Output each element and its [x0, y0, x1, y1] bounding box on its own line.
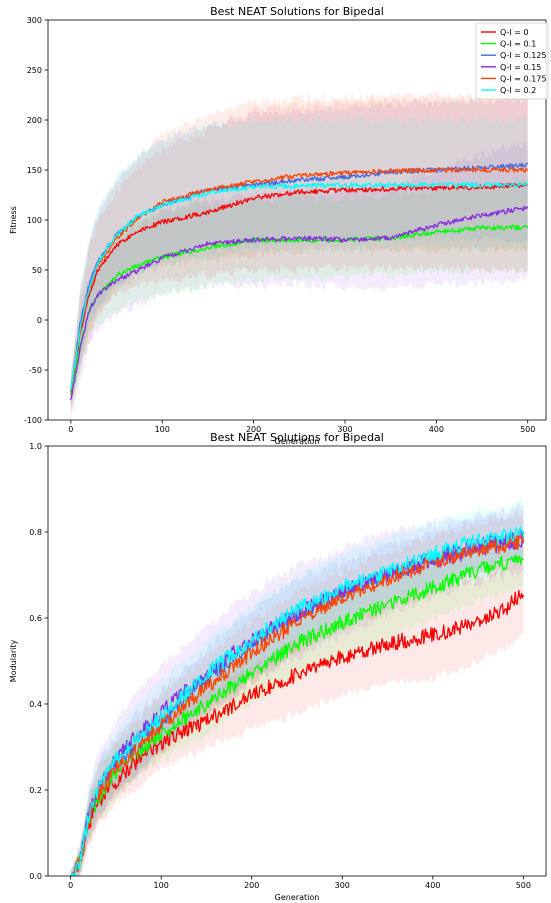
y-tick-label: 150: [27, 166, 42, 175]
y-axis-label: Fitness: [9, 206, 18, 234]
chart-title: Best NEAT Solutions for Bipedal: [210, 5, 384, 18]
series-4-band: [70, 141, 528, 418]
y-axis-label: Modularity: [9, 640, 18, 683]
y-tick-label: 0.8: [29, 528, 42, 537]
y-tick-label: 0.6: [29, 614, 42, 623]
series-line-q-i-0-15: [70, 205, 529, 401]
legend-entry: Q-I = 0.15: [500, 63, 541, 72]
plot-area: [70, 90, 529, 418]
x-tick-label: 100: [155, 425, 170, 434]
x-tick-label: 500: [520, 425, 535, 434]
x-tick-label: 0: [68, 425, 73, 434]
legend-entry: Q-I = 0.2: [500, 86, 536, 95]
x-tick-label: 300: [335, 881, 350, 890]
y-tick-label: 200: [27, 116, 42, 125]
y-tick-label: 50: [32, 266, 42, 275]
legend-entry: Q-I = 0.1: [500, 40, 536, 49]
x-tick-label: 200: [244, 881, 259, 890]
y-tick-label: 1.0: [29, 442, 42, 451]
plot-area: [70, 498, 525, 876]
x-tick-label: 300: [337, 425, 352, 434]
legend: Q-I = 0 Q-I = 0.1 Q-I = 0.125 Q-I = 0.15 Q-I…: [475, 22, 549, 100]
y-tick-label: 300: [27, 16, 42, 25]
series-3-band: [70, 509, 524, 876]
axes-frame: [47, 445, 547, 877]
series-2-line: [70, 554, 524, 876]
y-tick-label: -100: [24, 416, 42, 425]
chart-1: 0 100 200 300 400 500 -100 -50 0 50 100 150 200 250 30…: [9, 5, 549, 446]
x-tick-label: 400: [425, 881, 440, 890]
series-5-line: [70, 533, 525, 876]
series-line-q-i-0: [70, 182, 528, 396]
legend-entry: Q-I = 0: [500, 28, 529, 37]
chart-title: Best NEAT Solutions for Bipedal: [210, 431, 384, 444]
chart-2: 0 100 200 300 400 500 0.0 0.2 0.4 0.6 0.8 1.0 Best N…: [9, 431, 547, 902]
x-tick-label: 200: [246, 425, 261, 434]
y-tick-label: 250: [27, 66, 42, 75]
x-axis-label: Generation: [275, 893, 320, 902]
series-6-line: [70, 526, 525, 876]
series-1-band: [70, 95, 528, 413]
x-tick-label: 100: [154, 881, 169, 890]
legend-box: [475, 22, 549, 100]
y-tick-label: 0.2: [29, 786, 42, 795]
series-line-q-i-0-1: [70, 224, 529, 396]
legend-entry: Q-I = 0.175: [500, 74, 546, 83]
y-tick-label: 0.0: [29, 872, 42, 881]
y-tick-label: 0: [37, 316, 42, 325]
x-tick-label: 500: [516, 881, 531, 890]
x-tick-label: 0: [68, 881, 73, 890]
series-line-q-i-0-2: [70, 181, 529, 391]
series-6-band: [70, 115, 528, 410]
y-tick-label: 100: [27, 216, 42, 225]
legend-entry: Q-I = 0.125: [500, 51, 546, 60]
x-tick-label: 400: [429, 425, 444, 434]
x-axis-label: Generation: [275, 437, 320, 446]
y-tick-label: -50: [29, 366, 42, 375]
series-2-band: [70, 530, 524, 876]
y-tick-label: 0.4: [29, 700, 42, 709]
